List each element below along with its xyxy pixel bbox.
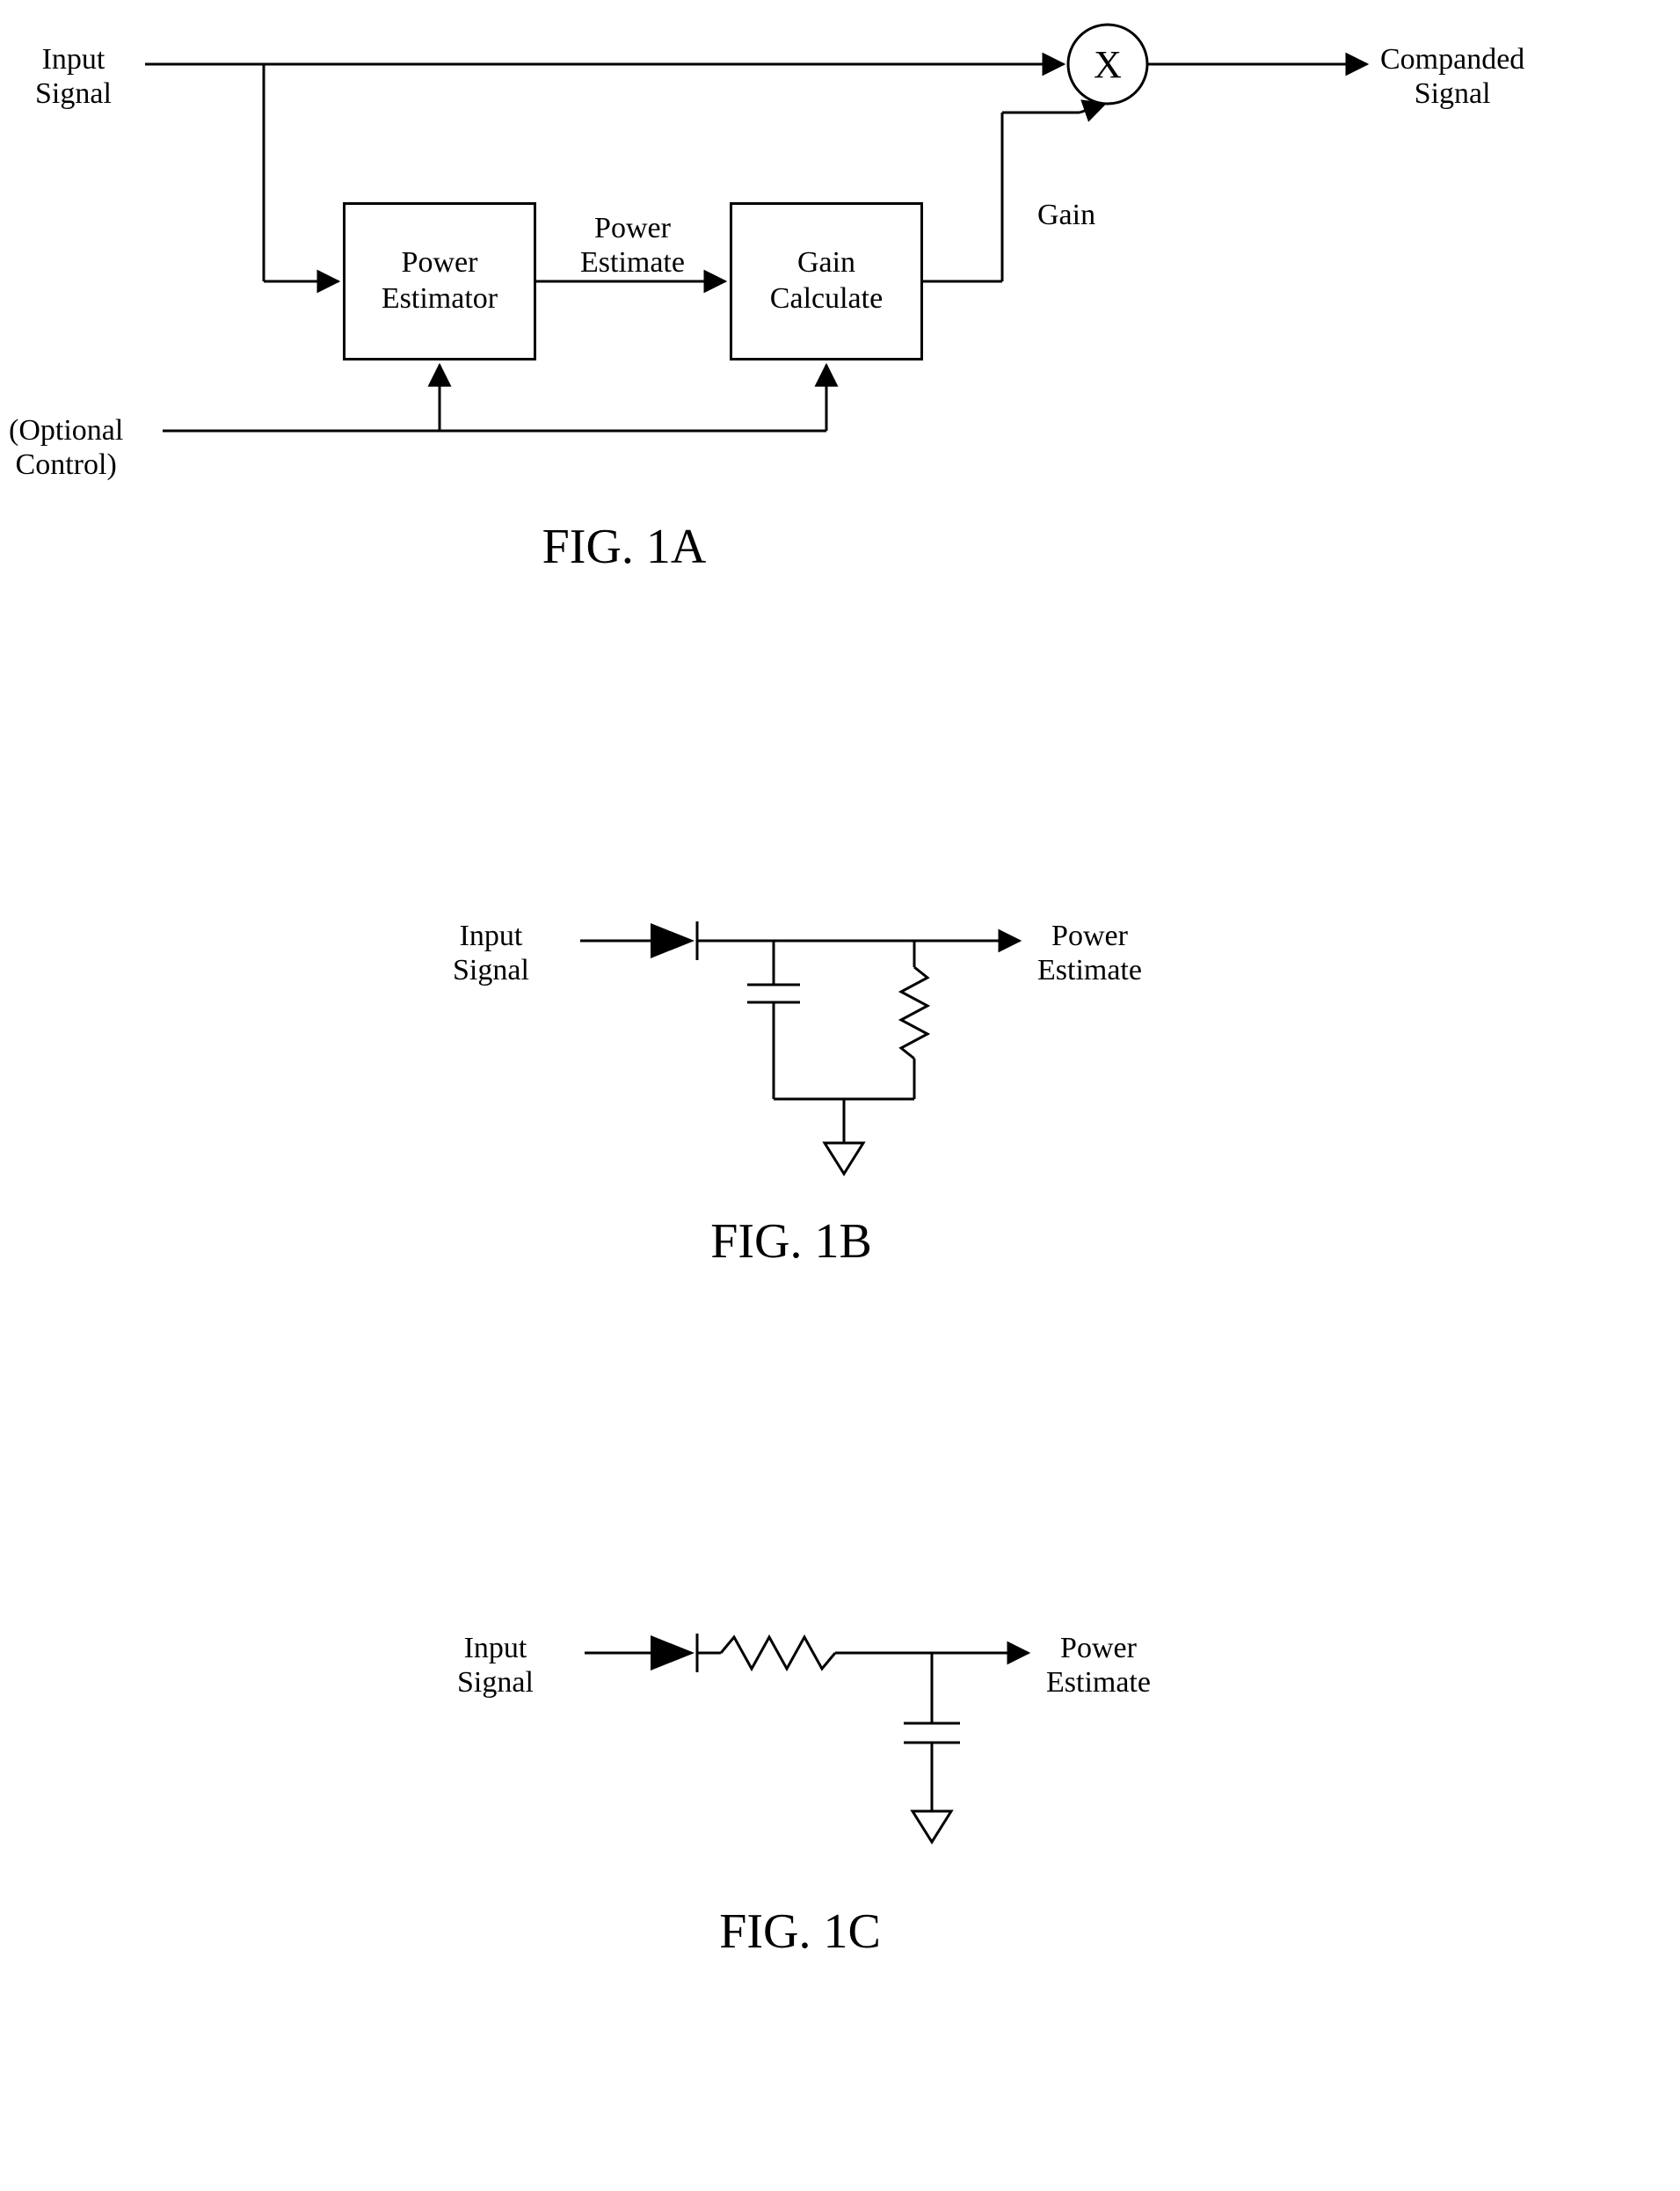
fig1a-caption: FIG. 1A xyxy=(440,519,809,575)
fig1a-diagram: X xyxy=(0,0,1680,615)
fig1c-caption: FIG. 1C xyxy=(615,1903,985,1960)
fig1b-caption: FIG. 1B xyxy=(607,1213,976,1270)
fig1a-multiplier-symbol: X xyxy=(1094,43,1122,86)
fig1c-diagram xyxy=(0,1591,1680,2049)
